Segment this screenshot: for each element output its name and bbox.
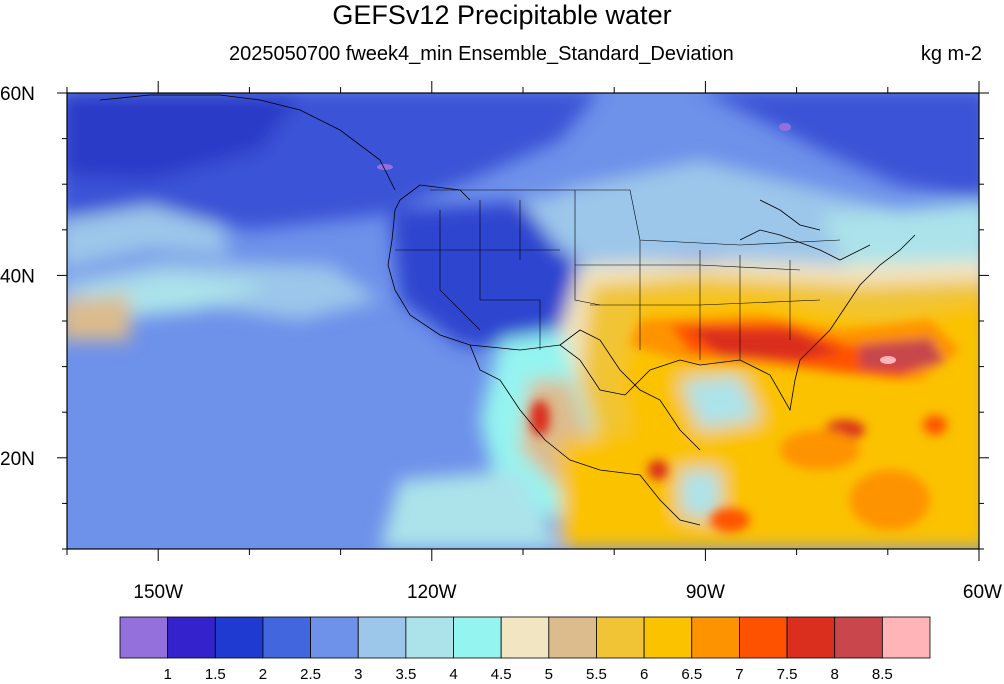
precipitable-water-field — [67, 93, 979, 549]
colorbar-swatch — [214, 616, 264, 659]
lat-label: 40N — [0, 266, 35, 287]
colorbar-label: 8 — [831, 666, 839, 683]
colorbar-swatch — [167, 616, 216, 659]
colorbar-swatch — [357, 616, 407, 659]
colorbar-label: 7.5 — [777, 666, 798, 683]
colorbar-label: 4.5 — [491, 666, 512, 683]
lon-label: 150W — [133, 582, 183, 603]
colorbar-label: 5.5 — [586, 666, 607, 683]
colorbar-swatch — [596, 616, 645, 659]
colorbar-label: 6 — [640, 666, 648, 683]
colorbar-swatch — [310, 616, 359, 659]
colorbar: 1 1.5 2 2.5 3 3.5 4 4.5 5 5.5 6 6.5 7 7.5 8 8.5 — [119, 616, 931, 683]
axis-ticks — [57, 81, 989, 561]
coastlines — [99, 94, 916, 526]
colorbar-swatch — [405, 616, 454, 659]
colorbar-label: 3.5 — [395, 666, 416, 683]
colorbar-swatch — [262, 616, 311, 659]
colorbar-swatch — [453, 616, 502, 659]
chart-title: GEFSv12 Precipitable water — [332, 0, 672, 30]
colorbar-label: 1.5 — [205, 666, 226, 683]
colorbar-label: 2.5 — [300, 666, 321, 683]
colorbar-swatch — [548, 616, 597, 659]
lat-label: 20N — [0, 449, 35, 470]
colorbar-label: 2 — [259, 666, 267, 683]
units-label: kg m-2 — [920, 43, 982, 65]
colorbar-swatch — [643, 616, 693, 659]
lon-label: 120W — [407, 582, 457, 603]
colorbar-swatch — [881, 616, 931, 659]
axis-labels: 60N 40N 20N 150W 120W 90W 60W — [0, 84, 1002, 603]
chart-subtitle: 2025050700 fweek4_min Ensemble_Standard_… — [229, 43, 734, 65]
colorbar-swatch — [500, 616, 550, 659]
lon-label: 90W — [686, 582, 725, 603]
colorbar-label: 3 — [354, 666, 362, 683]
colorbar-swatch — [834, 616, 883, 659]
state-borders — [395, 189, 841, 360]
colorbar-label: 6.5 — [681, 666, 702, 683]
lat-label: 60N — [0, 84, 35, 105]
colorbar-label: 7 — [735, 666, 743, 683]
lon-label: 60W — [963, 582, 1002, 603]
colorbar-label: 1 — [163, 666, 171, 683]
colorbar-label: 8.5 — [872, 666, 893, 683]
colorbar-swatch — [119, 616, 169, 659]
colorbar-swatch — [691, 616, 740, 659]
colorbar-label: 4 — [449, 666, 457, 683]
colorbar-label: 5 — [545, 666, 553, 683]
colorbar-swatch — [786, 616, 836, 659]
colorbar-swatch — [739, 616, 788, 659]
